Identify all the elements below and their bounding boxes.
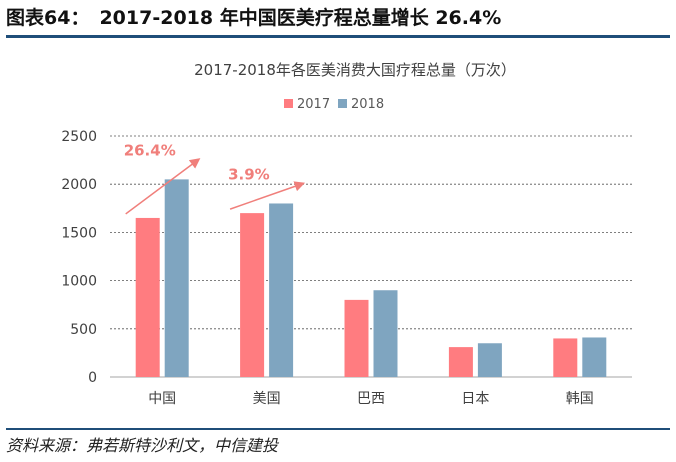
gridlines (110, 135, 632, 378)
y-axis-ticks: 0 500 1000 1500 2000 2500 (61, 129, 97, 386)
x-category-label: 韩国 (566, 391, 594, 407)
figure-title-text: 2017-2018 年中国医美疗程总量增长 26.4% (99, 7, 502, 29)
source-note: 资料来源：弗若斯特沙利文，中信建投 (6, 436, 279, 455)
bar-2017-日本 (448, 347, 473, 377)
figure-label: 图表64： (6, 7, 90, 29)
source-rule (6, 428, 670, 430)
bar-2017-中国 (135, 217, 160, 377)
y-tick-label: 500 (70, 322, 97, 338)
x-category-label: 日本 (461, 391, 489, 407)
x-axis-categories: 中国 美国 巴西 日本 韩国 (148, 391, 594, 407)
y-tick-label: 1500 (61, 225, 97, 241)
growth-label: 3.9% (228, 165, 270, 183)
bar-2018-中国 (164, 179, 189, 377)
x-category-label: 中国 (148, 391, 176, 407)
bar-2017-巴西 (344, 299, 369, 377)
x-category-label: 美国 (253, 391, 281, 407)
growth-arrow (125, 158, 201, 215)
growth-annotations: 26.4% 3.9% (124, 141, 306, 215)
bar-chart: 2017-2018年各医美消费大国疗程总量（万次） 2017 2018 0 500… (61, 61, 632, 407)
y-tick-label: 0 (88, 370, 97, 386)
figure-title: 图表64： 2017-2018 年中国医美疗程总量增长 26.4% (6, 4, 501, 32)
x-category-label: 巴西 (357, 391, 385, 407)
bar-2018-日本 (477, 343, 502, 377)
legend: 2017 2018 (284, 97, 384, 112)
y-tick-label: 2000 (61, 177, 97, 193)
bar-2018-巴西 (373, 290, 398, 377)
legend-swatch-2017 (284, 99, 293, 108)
title-rule (6, 35, 670, 38)
bar-2017-美国 (240, 213, 265, 377)
y-tick-label: 1000 (61, 274, 97, 290)
legend-label-2018: 2018 (351, 97, 384, 112)
bar-2018-美国 (269, 203, 294, 377)
chart-title: 2017-2018年各医美消费大国疗程总量（万次） (194, 61, 516, 79)
legend-label-2017: 2017 (297, 97, 330, 112)
bar-2018-韩国 (582, 337, 607, 377)
y-tick-label: 2500 (61, 129, 97, 145)
bar-2017-韩国 (553, 338, 578, 377)
legend-swatch-2018 (338, 99, 347, 108)
growth-label: 26.4% (124, 141, 176, 159)
growth-arrow (229, 181, 306, 210)
bars (135, 179, 607, 377)
